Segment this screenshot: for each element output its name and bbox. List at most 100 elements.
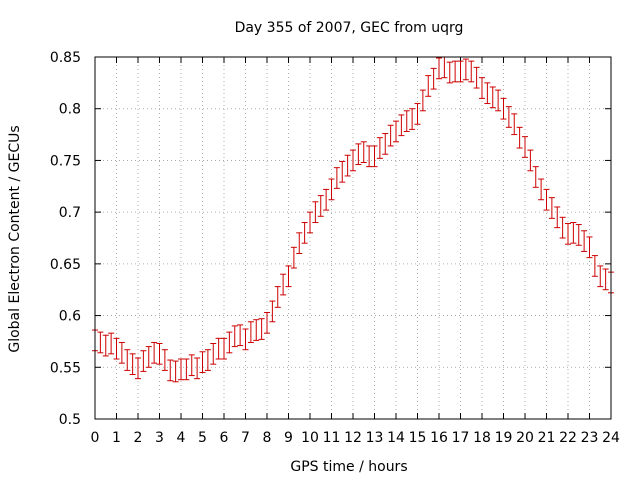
data-point xyxy=(167,359,174,382)
data-point xyxy=(194,357,201,380)
data-point xyxy=(441,56,448,79)
x-tick-label: 1 xyxy=(112,430,121,446)
data-point xyxy=(145,346,152,368)
y-axis-label: Global Electron Content / GECUs xyxy=(7,125,23,352)
data-point xyxy=(183,358,190,381)
data-point xyxy=(376,137,383,159)
data-point xyxy=(398,114,405,137)
data-point xyxy=(419,89,426,112)
data-point xyxy=(140,350,147,372)
y-tick-labels: 0.5 0.55 0.6 0.65 0.7 0.75 0.8 0.85 xyxy=(50,50,81,428)
x-tick-label: 13 xyxy=(366,430,384,446)
data-point xyxy=(296,232,303,255)
data-point xyxy=(446,61,453,84)
x-tick-label: 18 xyxy=(473,430,491,446)
y-tick-label: 0.75 xyxy=(50,153,81,169)
x-tick-label: 17 xyxy=(452,430,470,446)
data-point xyxy=(317,195,324,217)
data-point xyxy=(366,145,373,168)
x-tick-label: 10 xyxy=(301,430,319,446)
data-point xyxy=(430,67,437,90)
data-point xyxy=(226,331,233,354)
x-tick-label: 8 xyxy=(263,430,272,446)
data-point xyxy=(210,342,217,365)
data-point xyxy=(559,216,566,239)
data-point xyxy=(409,108,416,130)
data-point xyxy=(575,224,582,246)
data-point xyxy=(527,149,534,172)
data-point xyxy=(231,325,238,348)
data-point xyxy=(393,120,399,143)
data-point xyxy=(178,358,184,381)
data-point xyxy=(118,341,125,364)
y-tick-label: 0.55 xyxy=(50,360,81,376)
data-point xyxy=(371,145,378,168)
data-point xyxy=(591,255,598,277)
data-point xyxy=(516,126,523,149)
x-axis-label: GPS time / hours xyxy=(290,459,407,475)
data-point xyxy=(565,223,571,245)
x-tick-label: 21 xyxy=(538,430,556,446)
x-tick-label: 9 xyxy=(284,430,293,446)
data-point xyxy=(495,89,502,112)
grid xyxy=(95,57,611,419)
x-tick-label: 23 xyxy=(581,430,599,446)
data-point xyxy=(204,349,211,371)
y-tick-label: 0.5 xyxy=(59,412,81,428)
x-tick-label: 3 xyxy=(155,430,164,446)
x-tick-label: 14 xyxy=(387,430,405,446)
data-point xyxy=(215,337,222,360)
data-point xyxy=(344,154,351,177)
data-point xyxy=(602,268,609,291)
x-tick-label: 15 xyxy=(409,430,427,446)
x-tick-label: 22 xyxy=(559,430,577,446)
data-point xyxy=(333,167,340,189)
data-point xyxy=(151,341,158,364)
data-point xyxy=(301,221,308,244)
data-point xyxy=(290,246,297,269)
data-point xyxy=(414,103,421,125)
data-point xyxy=(97,331,104,354)
y-tick-label: 0.8 xyxy=(59,102,81,118)
data-point xyxy=(135,357,141,380)
data-point xyxy=(532,166,539,188)
y-tick-label: 0.6 xyxy=(59,309,81,325)
data-point xyxy=(522,136,528,158)
data-point xyxy=(452,60,459,83)
data-point xyxy=(548,197,555,219)
x-tick-labels: 0 1 2 3 4 5 6 7 8 9 10 11 12 13 14 15 16 17 18 19 20 21 22 23 24 xyxy=(91,430,620,446)
data-point xyxy=(328,178,335,201)
data-point xyxy=(161,349,168,371)
data-point xyxy=(382,133,389,155)
data-point xyxy=(468,60,475,83)
data-point xyxy=(457,60,464,83)
data-point xyxy=(387,124,394,147)
chart-title: Day 355 of 2007, GEC from uqrg xyxy=(235,20,464,36)
data-point xyxy=(285,265,292,288)
x-tick-label: 5 xyxy=(198,430,207,446)
data-point xyxy=(543,188,550,211)
data-point xyxy=(253,319,260,341)
data-point xyxy=(172,360,179,383)
data-point xyxy=(425,75,432,97)
y-tick-label: 0.65 xyxy=(50,257,81,273)
data-point xyxy=(570,221,577,244)
data-point xyxy=(323,188,330,211)
data-point xyxy=(581,230,588,252)
data-point xyxy=(307,211,313,234)
data-point xyxy=(462,58,469,81)
data-point xyxy=(274,286,281,308)
data-point xyxy=(505,106,512,128)
data-point xyxy=(339,160,346,183)
data-point xyxy=(484,82,491,105)
x-tick-label: 7 xyxy=(241,430,250,446)
data-point xyxy=(129,353,136,376)
y-tick-label: 0.85 xyxy=(50,50,81,66)
data-point xyxy=(237,324,244,347)
plot-frame xyxy=(94,56,612,420)
data-point xyxy=(538,178,545,201)
x-tick-label: 19 xyxy=(495,430,513,446)
data-point xyxy=(500,97,507,120)
data-point xyxy=(258,318,265,340)
data-point xyxy=(108,332,115,355)
